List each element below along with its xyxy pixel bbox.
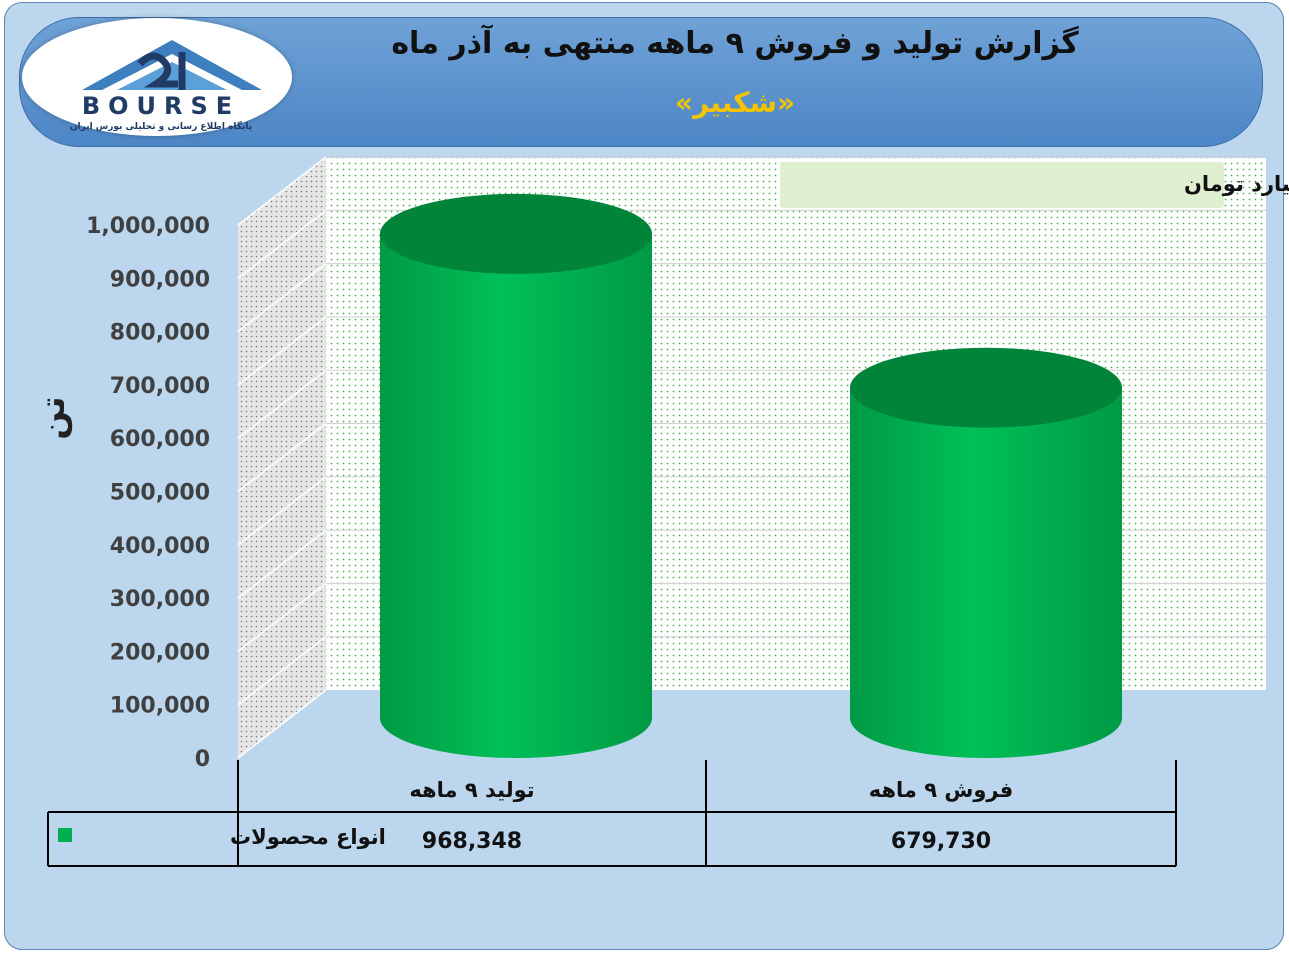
bar-1: [850, 347, 1122, 758]
bars: [380, 193, 1122, 758]
y-tick-labels: 0 100,000 200,000 300,000 400,000 500,000 600,…: [86, 214, 210, 772]
y-tick-label: 700,000: [110, 374, 210, 399]
bar-top: [380, 193, 652, 274]
value-label-production: 968,348: [422, 829, 522, 854]
bar-body: [850, 387, 1122, 758]
gridline-side: [237, 476, 327, 546]
company-name: «شکبیر»: [674, 86, 796, 119]
bourse-logo: [22, 18, 292, 136]
gridline-side: [237, 209, 327, 279]
y-axis-label: تن: [33, 396, 73, 439]
y-tick-label: 400,000: [110, 534, 210, 559]
annotation-text: فروش ۹ ماهه : ۱،۸۶۶ میلیارد تومان: [1184, 172, 1289, 196]
gridline-side: [237, 156, 327, 226]
y-tick-label: 800,000: [110, 321, 210, 346]
gridline-side: [237, 263, 327, 333]
gridline-side: [237, 582, 327, 652]
y-tick-label: 500,000: [110, 481, 210, 506]
category-label-production: تولید ۹ ماهه: [409, 778, 534, 802]
bar-top: [850, 347, 1122, 428]
y-tick-label: 100,000: [110, 694, 210, 719]
y-tick-label: 1,000,000: [86, 214, 210, 239]
y-tick-label: 900,000: [110, 267, 210, 292]
gridline-side: [237, 369, 327, 439]
gridline-side: [237, 422, 327, 493]
legend-entry: انواع محصولات: [230, 825, 386, 849]
y-tick-label: 600,000: [110, 427, 210, 452]
logo-mark-icon: [82, 40, 262, 90]
logo-word: BOURSE: [81, 92, 241, 120]
gridline-side: [237, 689, 327, 759]
bar-0: [380, 193, 652, 758]
y-tick-label: 0: [195, 747, 210, 772]
annotation-box: [780, 162, 1224, 208]
y-tick-label: 200,000: [110, 640, 210, 665]
gridline-side: [237, 529, 327, 599]
legend-swatch: [58, 828, 72, 842]
gridline-side: [237, 316, 327, 386]
bar-body: [380, 233, 652, 758]
logo-tagline: پایگاه اطلاع رسانی و تحلیلی بورس ایران: [69, 122, 253, 132]
y-tick-label: 300,000: [110, 587, 210, 612]
gridline-side: [237, 636, 327, 706]
category-label-sales: فروش ۹ ماهه: [869, 778, 1013, 802]
value-label-sales: 679,730: [891, 829, 991, 854]
data-table: [47, 760, 1177, 867]
chart-title: گزارش تولید و فروش ۹ ماهه منتهی به آذر م…: [391, 26, 1079, 61]
